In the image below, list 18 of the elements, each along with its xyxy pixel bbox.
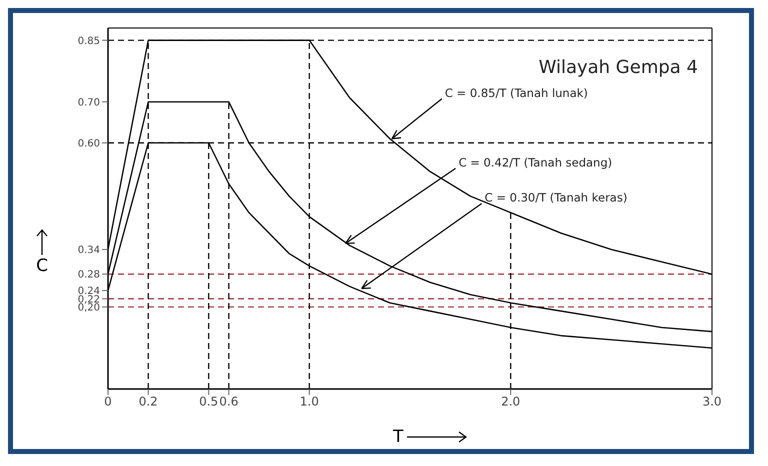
x-tick-label: 3.0 [702,394,722,409]
y-tick-label: 0.70 [78,97,100,108]
y-tick-label: 0.60 [78,138,100,150]
x-tick-label: 0.6 [219,394,238,409]
text: Wilayah Gempa 4 [538,57,698,78]
y-tick-label: 0.85 [78,36,100,47]
x-tick-label: 0.2 [138,394,158,409]
y-axis-title: C [36,256,48,276]
y-tick-label: 0.28 [78,270,100,281]
y-tick-label: 0.34 [78,245,100,256]
annotation: C = 0.42/T (Tanah sedang) [458,155,612,170]
x-tick-label: 0.5 [199,394,218,409]
x-tick-label: 0 [104,394,112,409]
x-tick-label: 2.0 [501,394,520,409]
x-axis-title: T [393,427,404,447]
annotation: C = 0.85/T (Tanah lunak) [444,86,588,100]
x-tick-label: 1.0 [300,394,319,409]
annotation: C = 0.30/T (Tanah keras) [484,190,628,204]
